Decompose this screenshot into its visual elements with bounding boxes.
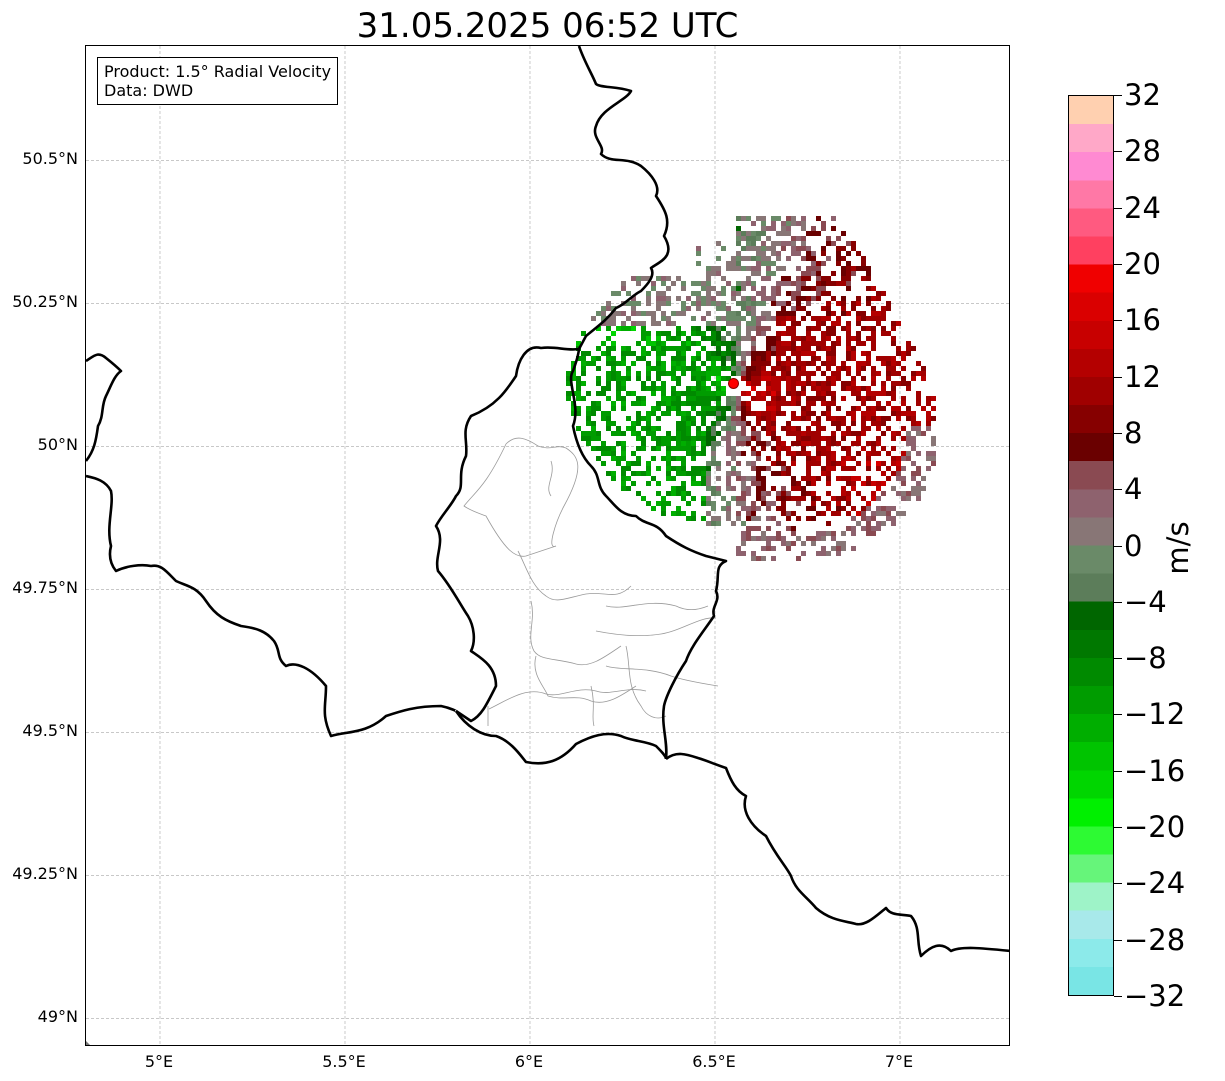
colorbar-tick-label: 28 xyxy=(1124,134,1161,169)
lat-tick-label: 49.75°N xyxy=(12,578,78,598)
colorbar-tick-label: −20 xyxy=(1124,810,1186,845)
border-de-fr xyxy=(665,752,1009,958)
colorbar-tick-label: 20 xyxy=(1124,246,1161,281)
border-be-de-north xyxy=(577,46,670,350)
canton-boundary xyxy=(605,602,709,611)
border-be-fr xyxy=(86,474,458,738)
colorbar-tick-label: −16 xyxy=(1124,753,1186,788)
colorbar-tick-mark xyxy=(1114,432,1122,434)
colorbar-tick-mark xyxy=(1114,601,1122,603)
colorbar-tick-label: −32 xyxy=(1124,979,1186,1013)
colorbar-tick-mark xyxy=(1114,320,1122,322)
velocity-colorbar xyxy=(1068,95,1114,996)
border-fr-north xyxy=(86,353,123,462)
colorbar-tick-label: 16 xyxy=(1124,303,1161,338)
colorbar-tick-label: −12 xyxy=(1124,697,1186,732)
lat-tick-label: 49.25°N xyxy=(12,864,78,884)
colorbar-tick-label: 12 xyxy=(1124,359,1161,394)
canton-boundary xyxy=(463,437,579,557)
colorbar-tick-mark xyxy=(1114,376,1122,378)
colorbar-tick-label: 32 xyxy=(1124,78,1161,112)
graticule xyxy=(86,46,1009,1045)
colorbar-tick-mark xyxy=(1114,714,1122,716)
canton-boundary xyxy=(548,460,553,497)
lon-tick-label: 6.5°E xyxy=(692,1052,736,1071)
canton-boundary xyxy=(530,600,622,666)
colorbar-unit-label: m/s xyxy=(1161,521,1195,575)
canton-boundary xyxy=(534,655,637,703)
colorbar-tick-mark xyxy=(1114,770,1122,772)
border-lu-be-west xyxy=(434,346,580,723)
colorbar-tick-mark xyxy=(1114,151,1122,153)
colorbar-tick-label: −24 xyxy=(1124,866,1186,901)
colorbar-tick-label: −8 xyxy=(1124,641,1167,676)
colorbar-tick-mark xyxy=(1114,207,1122,209)
colorbar-tick-label: 24 xyxy=(1124,190,1161,225)
admin-boundaries xyxy=(463,437,719,727)
corner-marker xyxy=(86,1041,90,1045)
colorbar-tick-mark xyxy=(1114,827,1122,829)
colorbar-tick-mark xyxy=(1114,263,1122,265)
lon-tick-label: 5.5°E xyxy=(322,1052,366,1071)
radar-echoes xyxy=(566,216,936,561)
national-borders xyxy=(86,46,1009,958)
canton-boundary xyxy=(595,617,717,637)
lat-tick-label: 50°N xyxy=(37,435,78,455)
canton-boundary xyxy=(605,665,719,687)
colorbar-tick-label: 4 xyxy=(1124,472,1143,507)
lat-tick-label: 49.5°N xyxy=(22,721,78,741)
radar-site-marker[interactable] xyxy=(728,377,739,389)
colorbar-tick-mark xyxy=(1114,95,1122,96)
map-canvas xyxy=(86,46,1009,1045)
canton-boundary xyxy=(488,689,647,710)
canton-boundary xyxy=(625,645,667,719)
colorbar-tick-mark xyxy=(1114,996,1122,997)
colorbar-tick-mark xyxy=(1114,489,1122,491)
colorbar-tick-label: 0 xyxy=(1124,528,1143,563)
colorbar-tick-label: −28 xyxy=(1124,922,1186,957)
product-label: Product: 1.5° Radial Velocity xyxy=(104,62,332,81)
colorbar-tick-label: −4 xyxy=(1124,584,1167,619)
border-lu-be xyxy=(569,348,728,760)
lon-tick-label: 6°E xyxy=(514,1052,544,1071)
map-title: 31.05.2025 06:52 UTC xyxy=(356,6,739,46)
map-area[interactable] xyxy=(85,45,1010,1046)
colorbar-tick-mark xyxy=(1114,883,1122,885)
colorbar-tick-mark xyxy=(1114,545,1122,547)
lon-tick-label: 7°E xyxy=(884,1052,914,1071)
data-source-label: Data: DWD xyxy=(104,81,194,100)
product-info-box: Product: 1.5° Radial Velocity Data: DWD xyxy=(97,57,339,105)
lon-tick-label: 5°E xyxy=(144,1052,174,1071)
canton-boundary xyxy=(590,685,595,727)
lat-tick-label: 49°N xyxy=(37,1007,78,1027)
colorbar-tick-mark xyxy=(1114,658,1122,660)
border-lu-fr xyxy=(454,710,668,765)
lat-tick-label: 50.5°N xyxy=(22,149,78,169)
canton-boundary xyxy=(517,550,632,601)
colorbar-tick-mark xyxy=(1114,939,1122,941)
lat-tick-label: 50.25°N xyxy=(12,292,78,312)
colorbar-tick-label: 8 xyxy=(1124,415,1143,450)
